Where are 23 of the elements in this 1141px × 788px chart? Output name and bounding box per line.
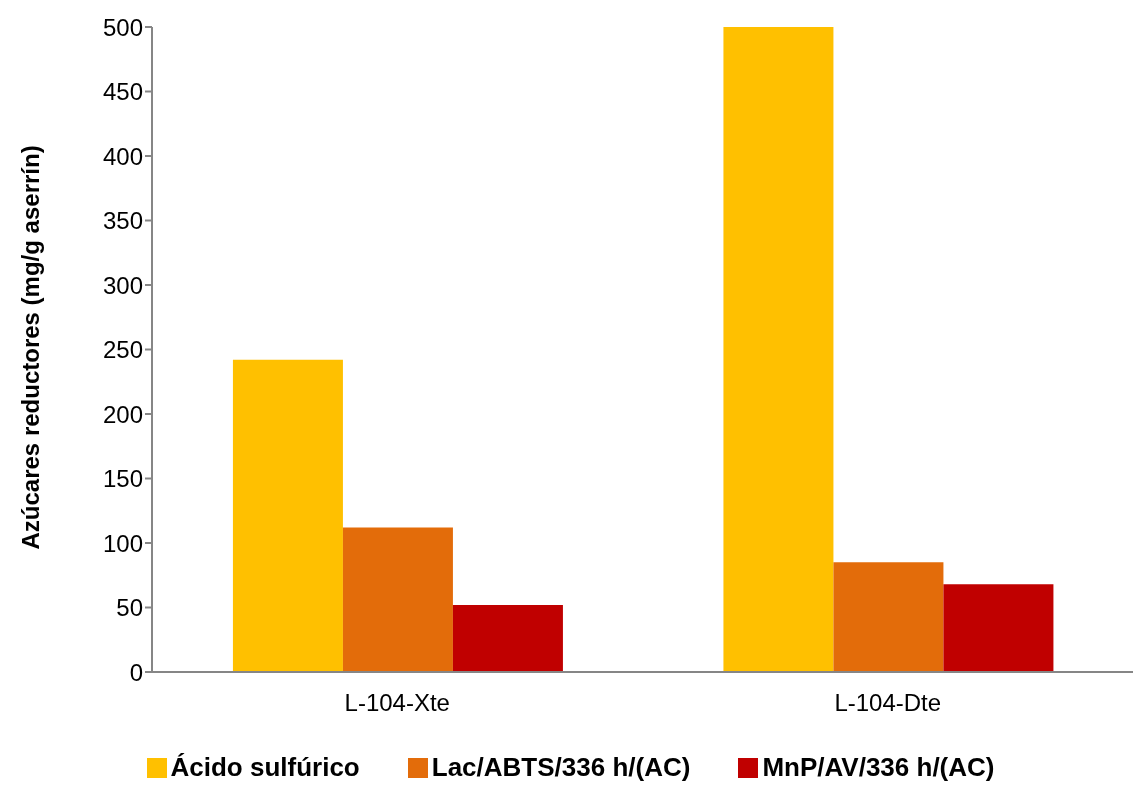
- bar: [232, 359, 343, 672]
- x-tick-label: L-104-Dte: [834, 689, 942, 717]
- bar: [342, 527, 453, 672]
- y-axis-title: Azúcares reductores (mg/g aserrín): [16, 145, 44, 550]
- y-tick-label: 150: [102, 465, 143, 493]
- legend-label: Lac/ABTS/336 h/(AC): [430, 752, 691, 783]
- y-tick-label: 250: [102, 336, 143, 364]
- bar: [723, 27, 834, 672]
- legend-label: Ácido sulfúrico: [169, 752, 360, 783]
- legend-label: MnP/AV/336 h/(AC): [761, 752, 995, 783]
- y-tick-label: 0: [129, 658, 143, 686]
- y-tick-label: 200: [102, 400, 143, 428]
- y-tick-label: 450: [102, 78, 143, 106]
- y-tick-label: 50: [116, 594, 143, 622]
- y-tick-label: 500: [102, 13, 143, 41]
- y-tick-label: 400: [102, 142, 143, 170]
- bar: [452, 604, 563, 672]
- bar: [833, 562, 944, 672]
- x-tick-label: L-104-Xte: [344, 689, 450, 717]
- y-tick-label: 100: [102, 529, 143, 557]
- bar: [943, 584, 1054, 672]
- y-tick-label: 300: [102, 271, 143, 299]
- y-tick-label: 350: [102, 207, 143, 235]
